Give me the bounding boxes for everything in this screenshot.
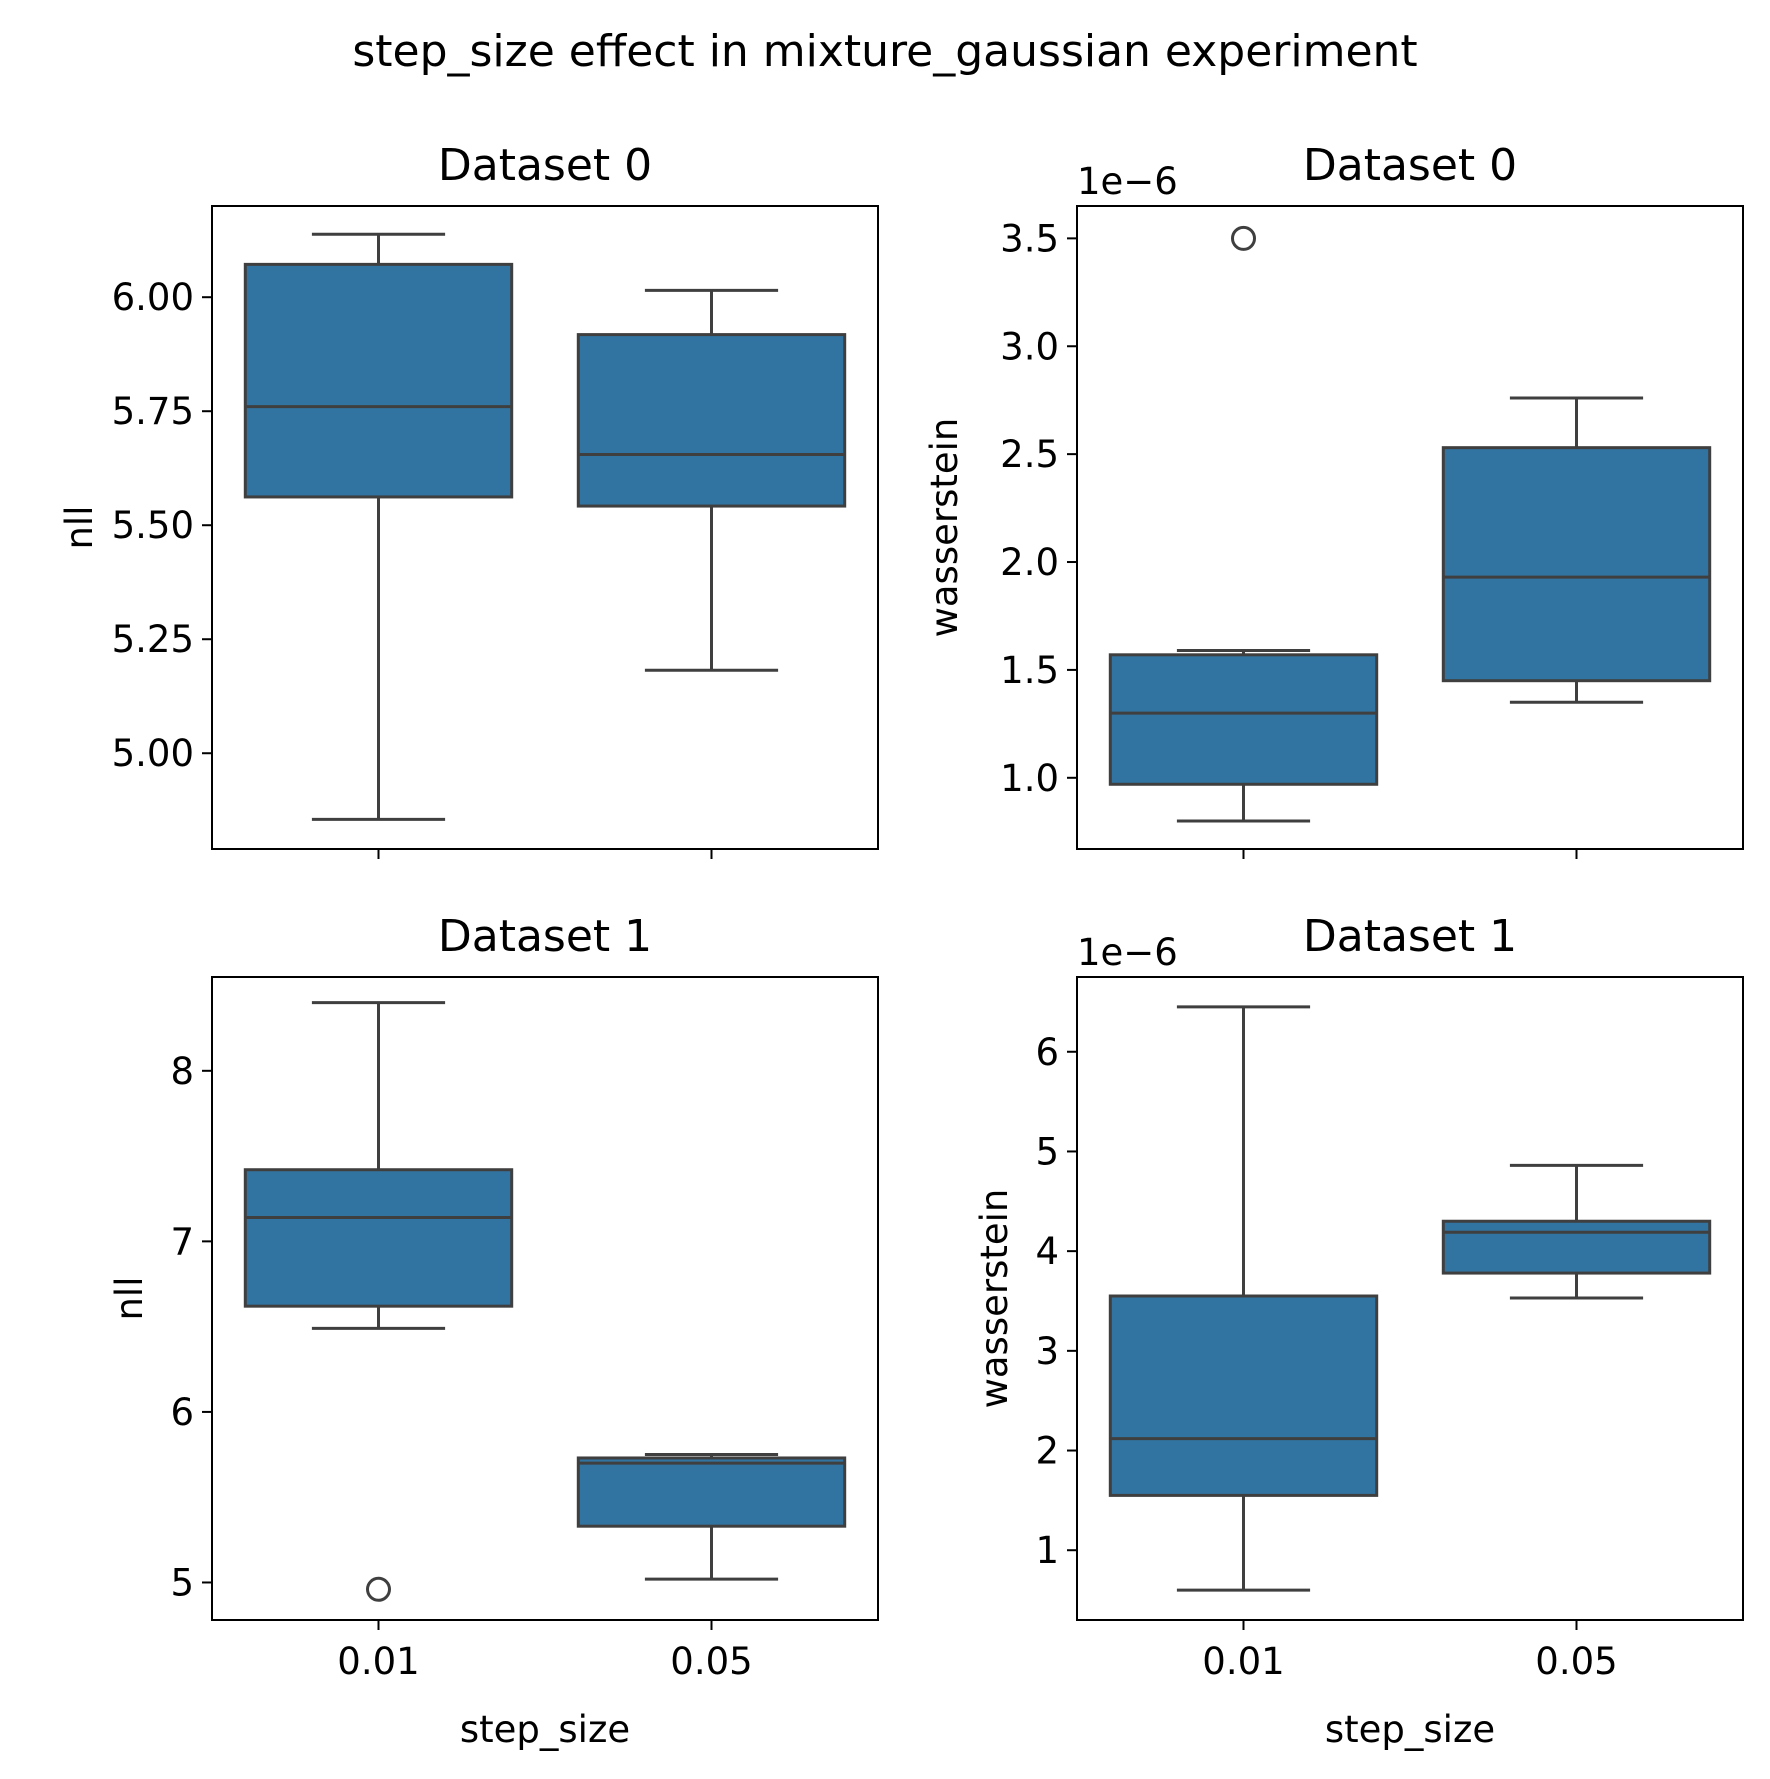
y-tick-label: 5 — [170, 1561, 194, 1604]
subplot-title: Dataset 0 — [438, 140, 652, 191]
subplot-2: Dataset 1 5 6 7 8 0.01 0.05 nll step_size — [108, 911, 879, 1751]
y-offset-label: 1e−6 — [1077, 160, 1178, 203]
box-0.05 — [576, 1453, 847, 1581]
y-axis-label: wasserstein — [973, 1189, 1016, 1409]
iqr-box — [243, 1168, 514, 1308]
iqr-box — [576, 333, 847, 508]
y-tick-label: 2.5 — [1000, 433, 1059, 476]
box-0.01 — [243, 1001, 514, 1602]
axes-frame — [1076, 976, 1744, 1621]
box-0.01 — [1108, 1005, 1379, 1592]
outlier-point — [1231, 225, 1256, 251]
y-tick-label: 1.0 — [1000, 757, 1059, 800]
subplot-title: Dataset 0 — [1303, 140, 1517, 191]
iqr-box — [1441, 1219, 1712, 1275]
box-0.01 — [1108, 225, 1379, 823]
y-tick-label: 8 — [170, 1050, 194, 1093]
y-axis-label: nll — [58, 505, 101, 549]
outlier-point — [366, 1576, 391, 1602]
subplot-title: Dataset 1 — [438, 911, 652, 962]
x-axis-label: step_size — [460, 1708, 630, 1751]
x-tick-label: 0.05 — [670, 1640, 752, 1683]
y-tick-label: 6.00 — [112, 276, 194, 319]
y-tick-label: 4 — [1035, 1230, 1059, 1273]
y-tick-label: 1 — [1035, 1529, 1059, 1572]
x-tick-label: 0.05 — [1535, 1640, 1617, 1683]
y-tick-label: 2.0 — [1000, 541, 1059, 584]
subplot-0: Dataset 0 5.00 5.25 5.50 5.75 6.00 nll — [58, 140, 879, 859]
y-tick-label: 5.25 — [112, 618, 194, 661]
y-tick-label: 5.50 — [112, 504, 194, 547]
y-axis-label: wasserstein — [923, 418, 966, 638]
y-tick-label: 6 — [170, 1391, 194, 1434]
y-tick-label: 7 — [170, 1220, 194, 1263]
y-tick-label: 5.75 — [112, 390, 194, 433]
x-tick-label: 0.01 — [1202, 1640, 1284, 1683]
subplot-grid: Dataset 05.005.255.505.756.00nllDataset … — [58, 140, 1744, 1751]
y-tick-label: 3.5 — [1000, 217, 1059, 260]
iqr-box — [243, 262, 514, 499]
subplot-title: Dataset 1 — [1303, 911, 1517, 962]
axes-frame — [211, 205, 879, 850]
box-0.05 — [1441, 396, 1712, 704]
y-tick-label: 5.00 — [112, 732, 194, 775]
box-0.05 — [576, 288, 847, 672]
axes-frame — [211, 976, 879, 1621]
y-tick-label: 6 — [1035, 1031, 1059, 1074]
y-axis-label: nll — [108, 1276, 151, 1320]
y-tick-label: 3 — [1035, 1330, 1059, 1373]
y-tick-label: 2 — [1035, 1430, 1059, 1473]
subplot-3: Dataset 1 1 2 3 4 5 6 0.01 0.05 wasserstein step_s… — [973, 911, 1744, 1751]
y-offset-label: 1e−6 — [1077, 931, 1178, 974]
iqr-box — [1108, 1294, 1379, 1497]
subplot-1: Dataset 0 1.0 1.5 2.0 2.5 3.0 3.5 wasserstein 1e… — [923, 140, 1744, 859]
y-tick-label: 5 — [1035, 1130, 1059, 1173]
figure-suptitle: step_size effect in mixture_gaussian exp… — [352, 26, 1417, 77]
box-0.01 — [243, 232, 514, 821]
y-tick-label: 3.0 — [1000, 325, 1059, 368]
x-axis-label: step_size — [1325, 1708, 1495, 1751]
box-0.05 — [1441, 1163, 1712, 1300]
x-tick-label: 0.01 — [337, 1640, 419, 1683]
iqr-box — [1441, 446, 1712, 683]
iqr-box — [1108, 653, 1379, 786]
iqr-box — [576, 1456, 847, 1528]
axes-frame — [1076, 205, 1744, 850]
y-tick-label: 1.5 — [1000, 649, 1059, 692]
